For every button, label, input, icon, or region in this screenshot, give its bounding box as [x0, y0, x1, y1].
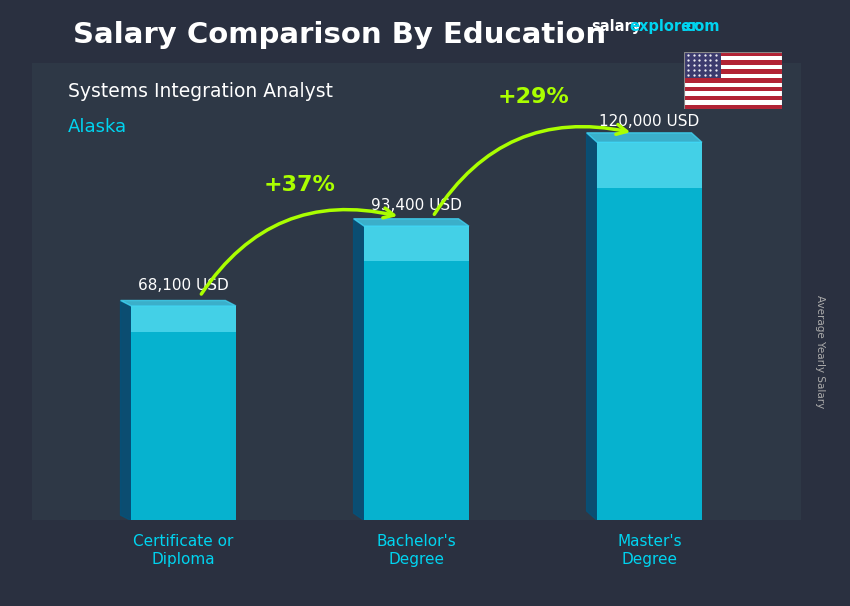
Bar: [684, 69, 782, 74]
Polygon shape: [586, 133, 597, 521]
Text: .com: .com: [680, 19, 719, 35]
Bar: [684, 87, 782, 92]
Bar: [684, 61, 782, 65]
Bar: [684, 92, 782, 96]
Text: +29%: +29%: [497, 87, 569, 107]
Bar: [684, 82, 782, 87]
Polygon shape: [121, 301, 131, 521]
Bar: [684, 52, 722, 78]
Bar: [131, 306, 236, 331]
Polygon shape: [354, 219, 364, 521]
Bar: [684, 100, 782, 105]
Bar: [364, 226, 469, 521]
Bar: [684, 105, 782, 109]
Text: Systems Integration Analyst: Systems Integration Analyst: [68, 82, 333, 101]
Text: 120,000 USD: 120,000 USD: [599, 114, 700, 129]
Text: Salary Comparison By Education: Salary Comparison By Education: [73, 21, 607, 49]
Text: explorer: explorer: [629, 19, 699, 35]
Bar: [597, 142, 702, 521]
Polygon shape: [354, 219, 469, 226]
Bar: [684, 56, 782, 61]
Bar: [684, 74, 782, 78]
Text: 68,100 USD: 68,100 USD: [138, 278, 229, 293]
Polygon shape: [586, 133, 702, 142]
Text: Average Yearly Salary: Average Yearly Salary: [815, 295, 825, 408]
Text: salary: salary: [591, 19, 641, 35]
Text: 93,400 USD: 93,400 USD: [371, 198, 462, 213]
Bar: [364, 226, 469, 261]
Bar: [684, 78, 782, 82]
Bar: [684, 96, 782, 100]
Text: +37%: +37%: [264, 175, 336, 195]
Bar: [131, 306, 236, 521]
Bar: [684, 52, 782, 56]
Bar: [597, 142, 702, 188]
Polygon shape: [121, 301, 236, 306]
Bar: [684, 65, 782, 69]
Text: Alaska: Alaska: [68, 118, 128, 136]
